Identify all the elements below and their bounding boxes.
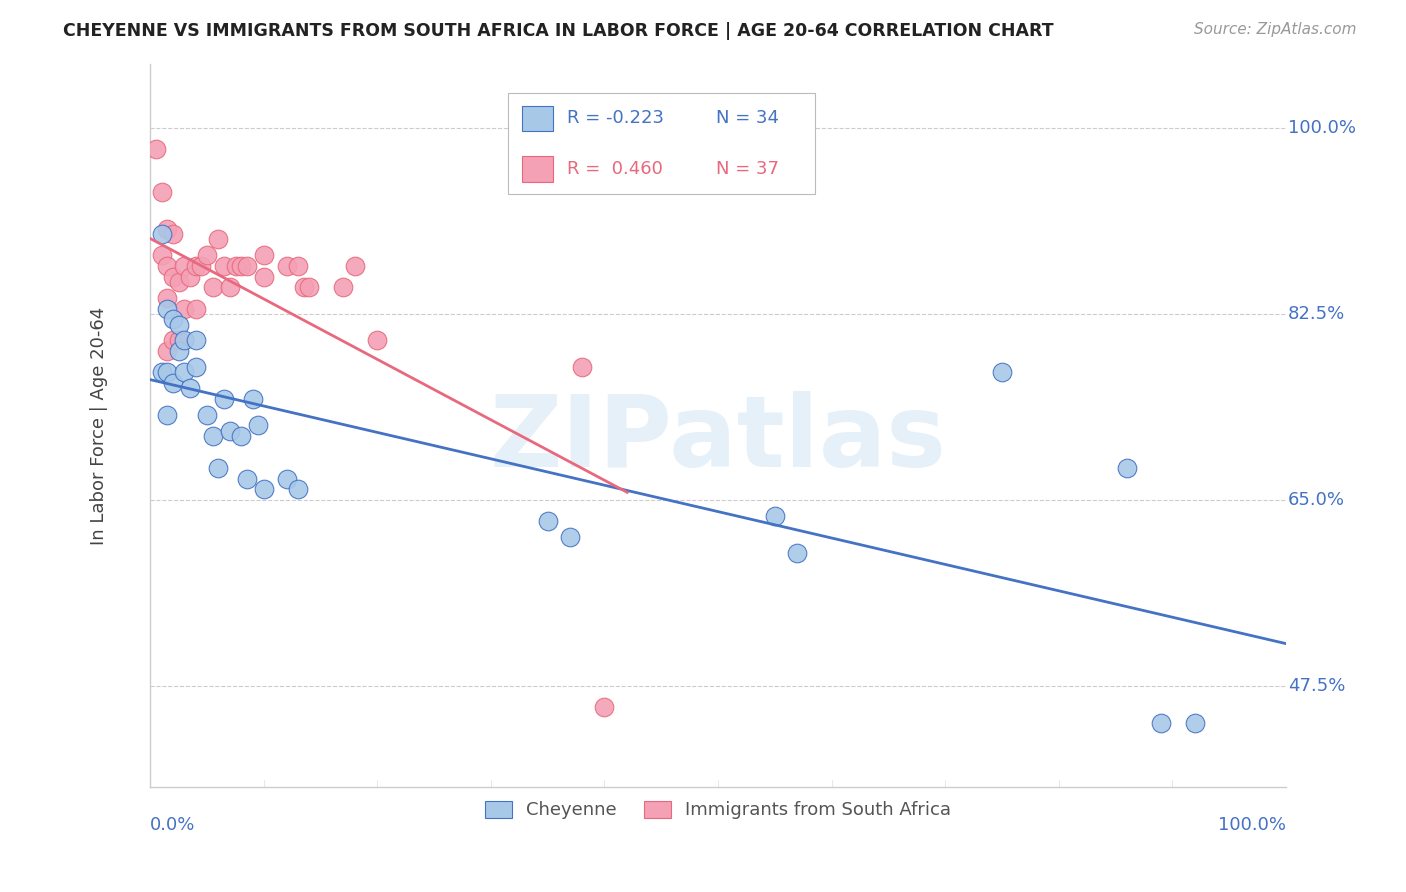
Point (156, 408, 179, 422)
Bar (522, 105, 554, 131)
Text: ZIPatlas: ZIPatlas (489, 392, 946, 489)
Point (212, 259, 235, 273)
Point (195, 248, 218, 262)
Text: Source: ZipAtlas.com: Source: ZipAtlas.com (1194, 22, 1357, 37)
Point (236, 472, 259, 486)
Point (1184, 716, 1206, 731)
Point (156, 291, 179, 305)
Point (1150, 716, 1173, 731)
Text: R =  0.460: R = 0.460 (567, 160, 662, 178)
Text: N = 37: N = 37 (717, 160, 779, 178)
Point (156, 222, 179, 236)
Point (173, 301, 195, 316)
Point (150, 365, 173, 379)
Point (236, 259, 259, 273)
Point (156, 365, 179, 379)
Point (184, 359, 207, 374)
Point (537, 514, 560, 528)
Point (156, 259, 179, 273)
Point (571, 359, 593, 374)
Text: 82.5%: 82.5% (1288, 305, 1346, 323)
Point (276, 472, 298, 486)
Text: 100.0%: 100.0% (1218, 816, 1285, 834)
Point (253, 483, 276, 497)
Point (242, 392, 264, 406)
Point (195, 408, 218, 422)
Bar (508, 93, 814, 194)
Text: In Labor Force | Age 20-64: In Labor Force | Age 20-64 (90, 306, 108, 545)
Point (190, 259, 212, 273)
Point (212, 392, 235, 406)
Point (162, 312, 184, 326)
Point (560, 530, 582, 544)
Point (201, 429, 224, 443)
Point (173, 365, 195, 379)
Point (150, 185, 173, 199)
Legend: Cheyenne, Immigrants from South Africa: Cheyenne, Immigrants from South Africa (475, 791, 960, 829)
Point (167, 275, 190, 289)
Point (763, 508, 786, 523)
Text: 100.0%: 100.0% (1288, 119, 1355, 136)
Text: CHEYENNE VS IMMIGRANTS FROM SOUTH AFRICA IN LABOR FORCE | AGE 20-64 CORRELATION : CHEYENNE VS IMMIGRANTS FROM SOUTH AFRICA… (63, 22, 1054, 40)
Point (162, 227, 184, 241)
Point (184, 259, 207, 273)
Point (173, 334, 195, 348)
Point (218, 424, 240, 438)
Point (218, 280, 240, 294)
Point (179, 269, 201, 284)
Point (231, 429, 253, 443)
Text: 0.0%: 0.0% (150, 816, 195, 834)
Point (253, 269, 276, 284)
Point (207, 232, 229, 246)
Point (156, 344, 179, 359)
Text: N = 34: N = 34 (717, 110, 779, 128)
Point (247, 418, 270, 433)
Point (156, 301, 179, 316)
Point (225, 259, 247, 273)
Point (184, 334, 207, 348)
Point (1115, 461, 1137, 475)
Point (593, 700, 616, 714)
Point (287, 259, 309, 273)
Point (173, 259, 195, 273)
Text: R = -0.223: R = -0.223 (567, 110, 664, 128)
Point (207, 461, 229, 475)
Point (184, 301, 207, 316)
Bar (522, 156, 554, 182)
Point (167, 334, 190, 348)
Point (253, 248, 276, 262)
Point (167, 318, 190, 332)
Point (179, 381, 201, 395)
Point (167, 344, 190, 359)
Point (292, 280, 315, 294)
Text: 65.0%: 65.0% (1288, 491, 1346, 509)
Point (991, 365, 1014, 379)
Point (231, 259, 253, 273)
Point (150, 248, 173, 262)
Point (332, 280, 354, 294)
Point (298, 280, 321, 294)
Point (276, 259, 298, 273)
Point (162, 269, 184, 284)
Point (201, 280, 224, 294)
Point (287, 483, 309, 497)
Point (162, 334, 184, 348)
Point (786, 546, 808, 560)
Text: 47.5%: 47.5% (1288, 677, 1346, 695)
Point (145, 142, 167, 156)
Point (162, 376, 184, 390)
Point (150, 227, 173, 241)
Point (343, 259, 366, 273)
Point (366, 334, 388, 348)
